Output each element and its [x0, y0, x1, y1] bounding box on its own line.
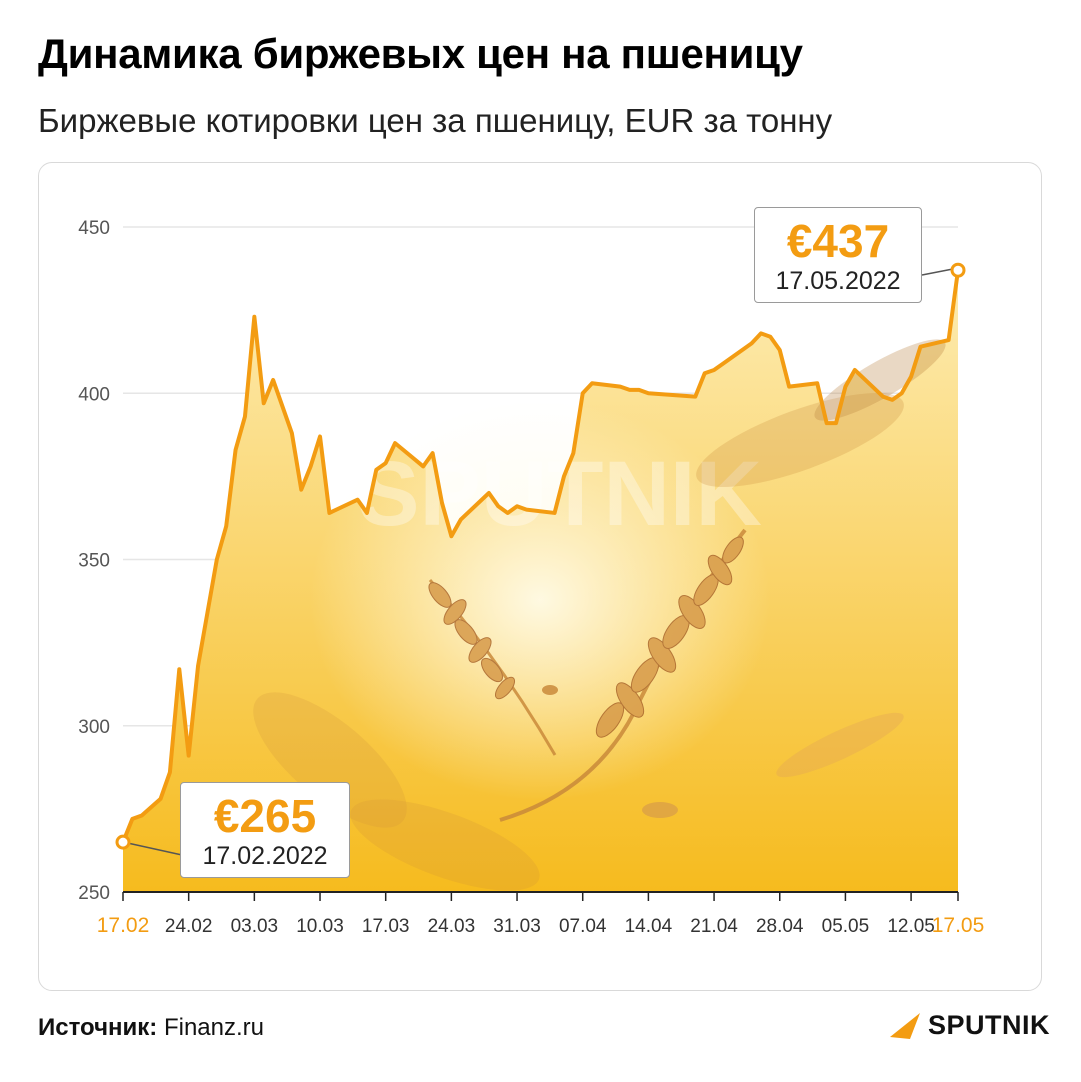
start-price-callout: €265 17.02.2022 — [180, 782, 350, 878]
x-tick-label: 21.04 — [690, 916, 738, 937]
y-tick-label: 350 — [78, 551, 110, 572]
x-tick-label: 03.03 — [231, 916, 279, 937]
price-line — [121, 268, 960, 845]
x-tick-label: 24.03 — [428, 916, 476, 937]
x-tick-label: 17.05 — [932, 914, 985, 937]
source-value: Finanz.ru — [163, 1014, 265, 1041]
x-tick-label: 12.05 — [887, 916, 935, 937]
chart-title: Динамика биржевых цен на пшеницу — [38, 30, 803, 77]
start-callout-leader — [122, 841, 183, 856]
x-tick-label: 17.03 — [362, 916, 410, 937]
end-point-marker — [950, 262, 966, 278]
source-label: Источник: — [38, 1014, 158, 1041]
x-tick-label: 28.04 — [756, 916, 804, 937]
end-date: 17.05.2022 — [775, 267, 901, 295]
end-price: €437 — [786, 215, 890, 267]
x-tick-label: 14.04 — [625, 916, 673, 937]
wheat-illustration — [253, 339, 946, 891]
source-note: Источник: Finanz.ru — [38, 1014, 264, 1042]
start-price: €265 — [213, 790, 317, 842]
x-tick-label: 31.03 — [493, 916, 541, 937]
y-tick-label: 450 — [78, 218, 110, 239]
y-tick-label: 300 — [78, 717, 110, 738]
light-glow — [310, 400, 770, 800]
x-tick-label: 17.02 — [97, 914, 150, 937]
x-tick-label: 05.05 — [822, 916, 870, 937]
x-tick-label: 07.04 — [559, 916, 607, 937]
start-date: 17.02.2022 — [202, 842, 328, 870]
sputnik-logo-text: SPUTNIK — [928, 1010, 1051, 1040]
x-tick-label: 24.02 — [165, 916, 213, 937]
x-tick-label: 10.03 — [296, 916, 344, 937]
chart-subtitle: Биржевые котировки цен за пшеницу, EUR з… — [38, 102, 833, 139]
sputnik-logo: SPUTNIK — [888, 1010, 1050, 1041]
sputnik-logo-icon — [890, 1012, 920, 1039]
y-tick-label: 250 — [78, 883, 110, 904]
start-point-marker — [115, 834, 131, 850]
y-tick-label: 400 — [78, 384, 110, 405]
end-price-callout: €437 17.05.2022 — [754, 207, 922, 303]
